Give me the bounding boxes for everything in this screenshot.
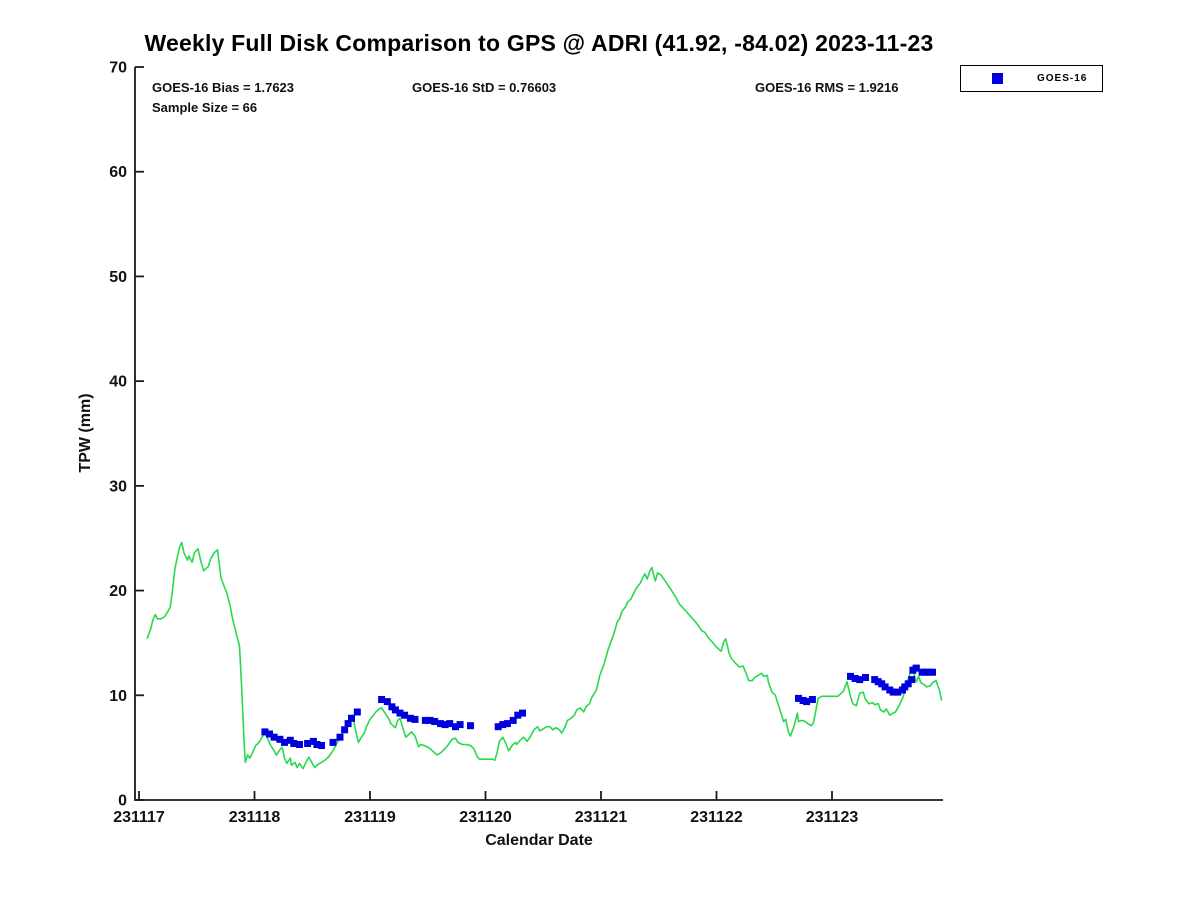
y-tick-label: 50 xyxy=(109,269,127,286)
goes16-marker xyxy=(336,733,344,741)
goes16-marker xyxy=(406,714,414,722)
x-tick-label: 231121 xyxy=(575,809,628,826)
goes16-marker xyxy=(421,716,429,724)
goes16-marker xyxy=(924,668,932,676)
y-tick-label: 10 xyxy=(109,688,127,705)
goes16-marker xyxy=(261,728,269,736)
y-tick-label: 20 xyxy=(109,583,127,600)
goes16-marker xyxy=(437,720,444,728)
goes16-marker xyxy=(411,715,419,723)
stat-sample-size: Sample Size = 66 xyxy=(152,100,258,115)
goes16-marker xyxy=(467,722,474,730)
goes16-marker xyxy=(503,720,511,728)
goes16-marker xyxy=(401,711,409,719)
x-tick-label: 231117 xyxy=(113,809,165,826)
goes16-marker xyxy=(290,740,298,747)
goes16-marker xyxy=(396,709,404,717)
goes16-marker xyxy=(912,664,920,672)
goes16-marker xyxy=(318,742,325,749)
goes16-marker xyxy=(851,675,859,682)
goes16-marker xyxy=(304,740,312,747)
chart-title: Weekly Full Disk Comparison to GPS @ ADR… xyxy=(144,30,934,56)
goes16-marker xyxy=(889,688,897,696)
y-tick-label: 30 xyxy=(109,478,127,495)
y-tick-label: 0 xyxy=(118,793,127,810)
goes16-marker xyxy=(908,676,916,684)
goes16-marker xyxy=(383,698,391,706)
goes16-marker xyxy=(514,711,522,719)
goes16-marker xyxy=(378,696,386,703)
goes16-marker xyxy=(499,721,507,729)
goes16-marker xyxy=(929,668,936,676)
x-tick-label: 231118 xyxy=(229,809,281,826)
goes16-marker xyxy=(452,723,459,731)
x-axis-label: Calendar Date xyxy=(485,832,593,849)
goes16-legend-label: GOES-16 xyxy=(1037,73,1088,84)
x-tick-label: 231123 xyxy=(806,809,859,826)
goes16-marker xyxy=(344,720,352,728)
goes16-marker xyxy=(441,721,449,729)
goes16-marker xyxy=(313,741,321,748)
goes16-marker xyxy=(847,672,854,680)
goes16-marker xyxy=(353,708,361,716)
goes16-marker xyxy=(456,721,464,729)
goes16-marker xyxy=(270,733,278,741)
goes16-marker xyxy=(803,698,811,706)
goes16-legend-marker-icon xyxy=(992,73,1003,84)
y-tick-label: 70 xyxy=(109,60,127,77)
goes16-marker xyxy=(904,680,912,688)
goes16-marker xyxy=(856,676,864,684)
goes16-marker xyxy=(446,720,454,728)
stat-std: GOES-16 StD = 0.76603 xyxy=(412,80,557,95)
stat-bias: GOES-16 Bias = 1.7623 xyxy=(152,80,295,95)
goes16-marker xyxy=(281,738,288,746)
goes16-marker xyxy=(795,694,802,702)
x-tick-label: 231120 xyxy=(459,809,512,826)
x-tick-label: 231122 xyxy=(690,809,743,826)
x-tick-label: 231119 xyxy=(344,809,396,826)
goes16-marker xyxy=(509,716,517,724)
goes16-marker xyxy=(329,738,337,746)
goes16-marker xyxy=(894,688,902,696)
y-tick-label: 60 xyxy=(109,164,127,181)
goes16-marker xyxy=(276,735,284,743)
y-tick-label: 40 xyxy=(109,374,127,391)
stat-rms: GOES-16 RMS = 1.9216 xyxy=(755,80,899,95)
goes16-marker xyxy=(426,716,434,724)
goes16-marker xyxy=(519,709,526,717)
goes16-marker xyxy=(494,723,502,731)
goes16-marker xyxy=(266,730,273,738)
goes16-marker xyxy=(296,741,303,748)
goes16-marker xyxy=(391,706,399,714)
goes16-marker xyxy=(431,718,439,725)
goes16-marker xyxy=(808,696,816,703)
goes16-marker xyxy=(341,726,349,734)
axis-frame xyxy=(134,67,943,801)
legend: GOES-16 xyxy=(960,65,1103,92)
goes16-marker xyxy=(881,683,889,691)
goes16-marker xyxy=(862,674,869,681)
goes16-marker xyxy=(348,714,355,722)
